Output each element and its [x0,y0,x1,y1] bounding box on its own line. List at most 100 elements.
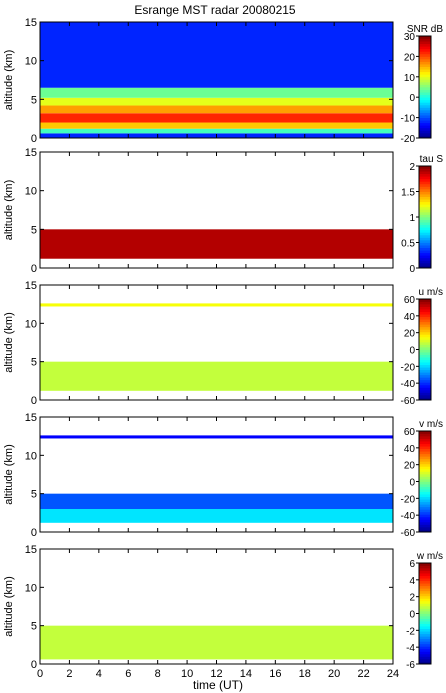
tau-colorbar-tick-label: 0 [409,264,415,275]
tau-colorbar-seg [419,173,431,177]
snr-layer-2 [40,122,393,129]
snr-colorbar-tick-label: 10 [404,73,416,84]
u-colorbar-seg [419,299,431,302]
w-colorbar-seg [419,598,431,602]
w-y-axis-label: altitude (km) [3,576,15,637]
u-colorbar-seg [419,346,431,350]
xtick-label: 0 [37,668,43,680]
snr-colorbar-seg [419,74,431,78]
snr-colorbar-seg [419,38,431,42]
u-colorbar-seg [419,377,431,381]
xtick-label: 18 [299,668,311,680]
snr-colorbar-seg [419,130,431,134]
v-colorbar-seg [419,529,431,533]
v-colorbar-seg [419,473,431,477]
snr-colorbar-tick-label: -10 [401,114,416,125]
u-colorbar-seg [419,339,431,343]
xtick-label: 20 [328,668,340,680]
snr-ytick-label: 5 [31,94,37,106]
v-colorbar-tick-label: -60 [401,528,416,539]
u-colorbar-seg [419,372,431,376]
u-colorbar-seg [419,392,431,396]
snr-colorbar-seg [419,71,431,75]
snr-colorbar-seg [419,51,431,55]
v-colorbar-seg [419,526,431,530]
w-colorbar-seg [419,618,431,622]
u-colorbar-seg [419,326,431,330]
v-colorbar-seg [419,519,431,523]
w-colorbar-seg [419,610,431,614]
u-colorbar-seg [419,349,431,353]
u-colorbar-seg [419,354,431,358]
snr-ytick-label: 10 [25,56,37,68]
snr-colorbar-tick-label: 20 [404,52,416,63]
v-colorbar-seg [419,441,431,445]
snr-colorbar-seg [419,87,431,90]
w-ytick-label: 0 [31,659,37,671]
w-colorbar-seg [419,590,431,594]
v-colorbar-seg [419,436,431,439]
snr-colorbar-tick-label: 0 [409,93,415,104]
tau-colorbar-seg [419,194,431,197]
tau-colorbar-seg [419,252,431,256]
v-colorbar-seg [419,433,431,437]
w-colorbar-tick-label: 2 [409,593,415,604]
w-colorbar-tick-label: -4 [406,643,415,654]
snr-colorbar-seg [419,84,431,88]
w-colorbar-seg [419,643,431,647]
v-ytick-label: 0 [31,527,37,539]
xtick-label: 6 [125,668,131,680]
snr-colorbar-seg [419,69,431,73]
w-colorbar-seg [419,595,431,599]
w-colorbar-seg [419,653,431,657]
v-ytick-label: 10 [25,450,37,462]
u-colorbar-seg [419,397,431,401]
u-colorbar-seg [419,321,431,325]
w-colorbar-tick-label: -6 [406,660,415,671]
xtick-label: 24 [387,668,399,680]
snr-colorbar-seg [419,64,431,67]
w-colorbar-seg [419,636,431,640]
u-colorbar-seg [419,359,431,363]
u-colorbar-seg [419,362,431,366]
tau-colorbar-label: tau S [420,154,444,165]
figure-title: Esrange MST radar 20080215 [134,3,296,17]
v-colorbar-seg [419,499,431,503]
snr-colorbar-seg [419,94,431,98]
snr-colorbar-seg [419,135,431,139]
w-colorbar-seg [419,573,431,577]
snr-colorbar-seg [419,89,431,93]
snr-colorbar-seg [419,132,431,136]
snr-colorbar-seg [419,112,431,116]
v-colorbar-seg [419,501,431,505]
w-colorbar-tick-label: 6 [409,559,415,570]
w-colorbar-tick-label: 4 [409,576,415,587]
w-colorbar-seg [419,605,431,609]
tau-colorbar-seg [419,206,431,210]
v-colorbar-seg [419,514,431,518]
snr-colorbar-seg [419,97,431,101]
u-colorbar-seg [419,394,431,398]
u-colorbar-seg [419,319,431,323]
w-layer-0 [40,625,393,660]
w-colorbar-seg [419,631,431,635]
u-colorbar-seg [419,364,431,368]
w-colorbar-tick-label: -2 [406,626,415,637]
u-colorbar-tick-label: -20 [401,362,416,373]
snr-colorbar-seg [419,41,431,45]
tau-ytick-label: 5 [31,224,37,236]
w-colorbar-seg [419,656,431,660]
snr-colorbar-seg [419,125,431,129]
v-colorbar-tick-label: 40 [404,444,416,455]
w-colorbar-seg [419,588,431,592]
tau-colorbar-seg [419,242,431,246]
w-colorbar-seg [419,646,431,650]
v-colorbar-seg [419,451,431,455]
u-layer-0 [40,361,393,391]
tau-colorbar-seg [419,262,431,266]
tau-colorbar-seg [419,188,431,192]
xtick-label: 12 [210,668,222,680]
u-layer-1 [40,303,393,307]
tau-colorbar-seg [419,214,431,218]
snr-layer-5 [40,97,393,106]
